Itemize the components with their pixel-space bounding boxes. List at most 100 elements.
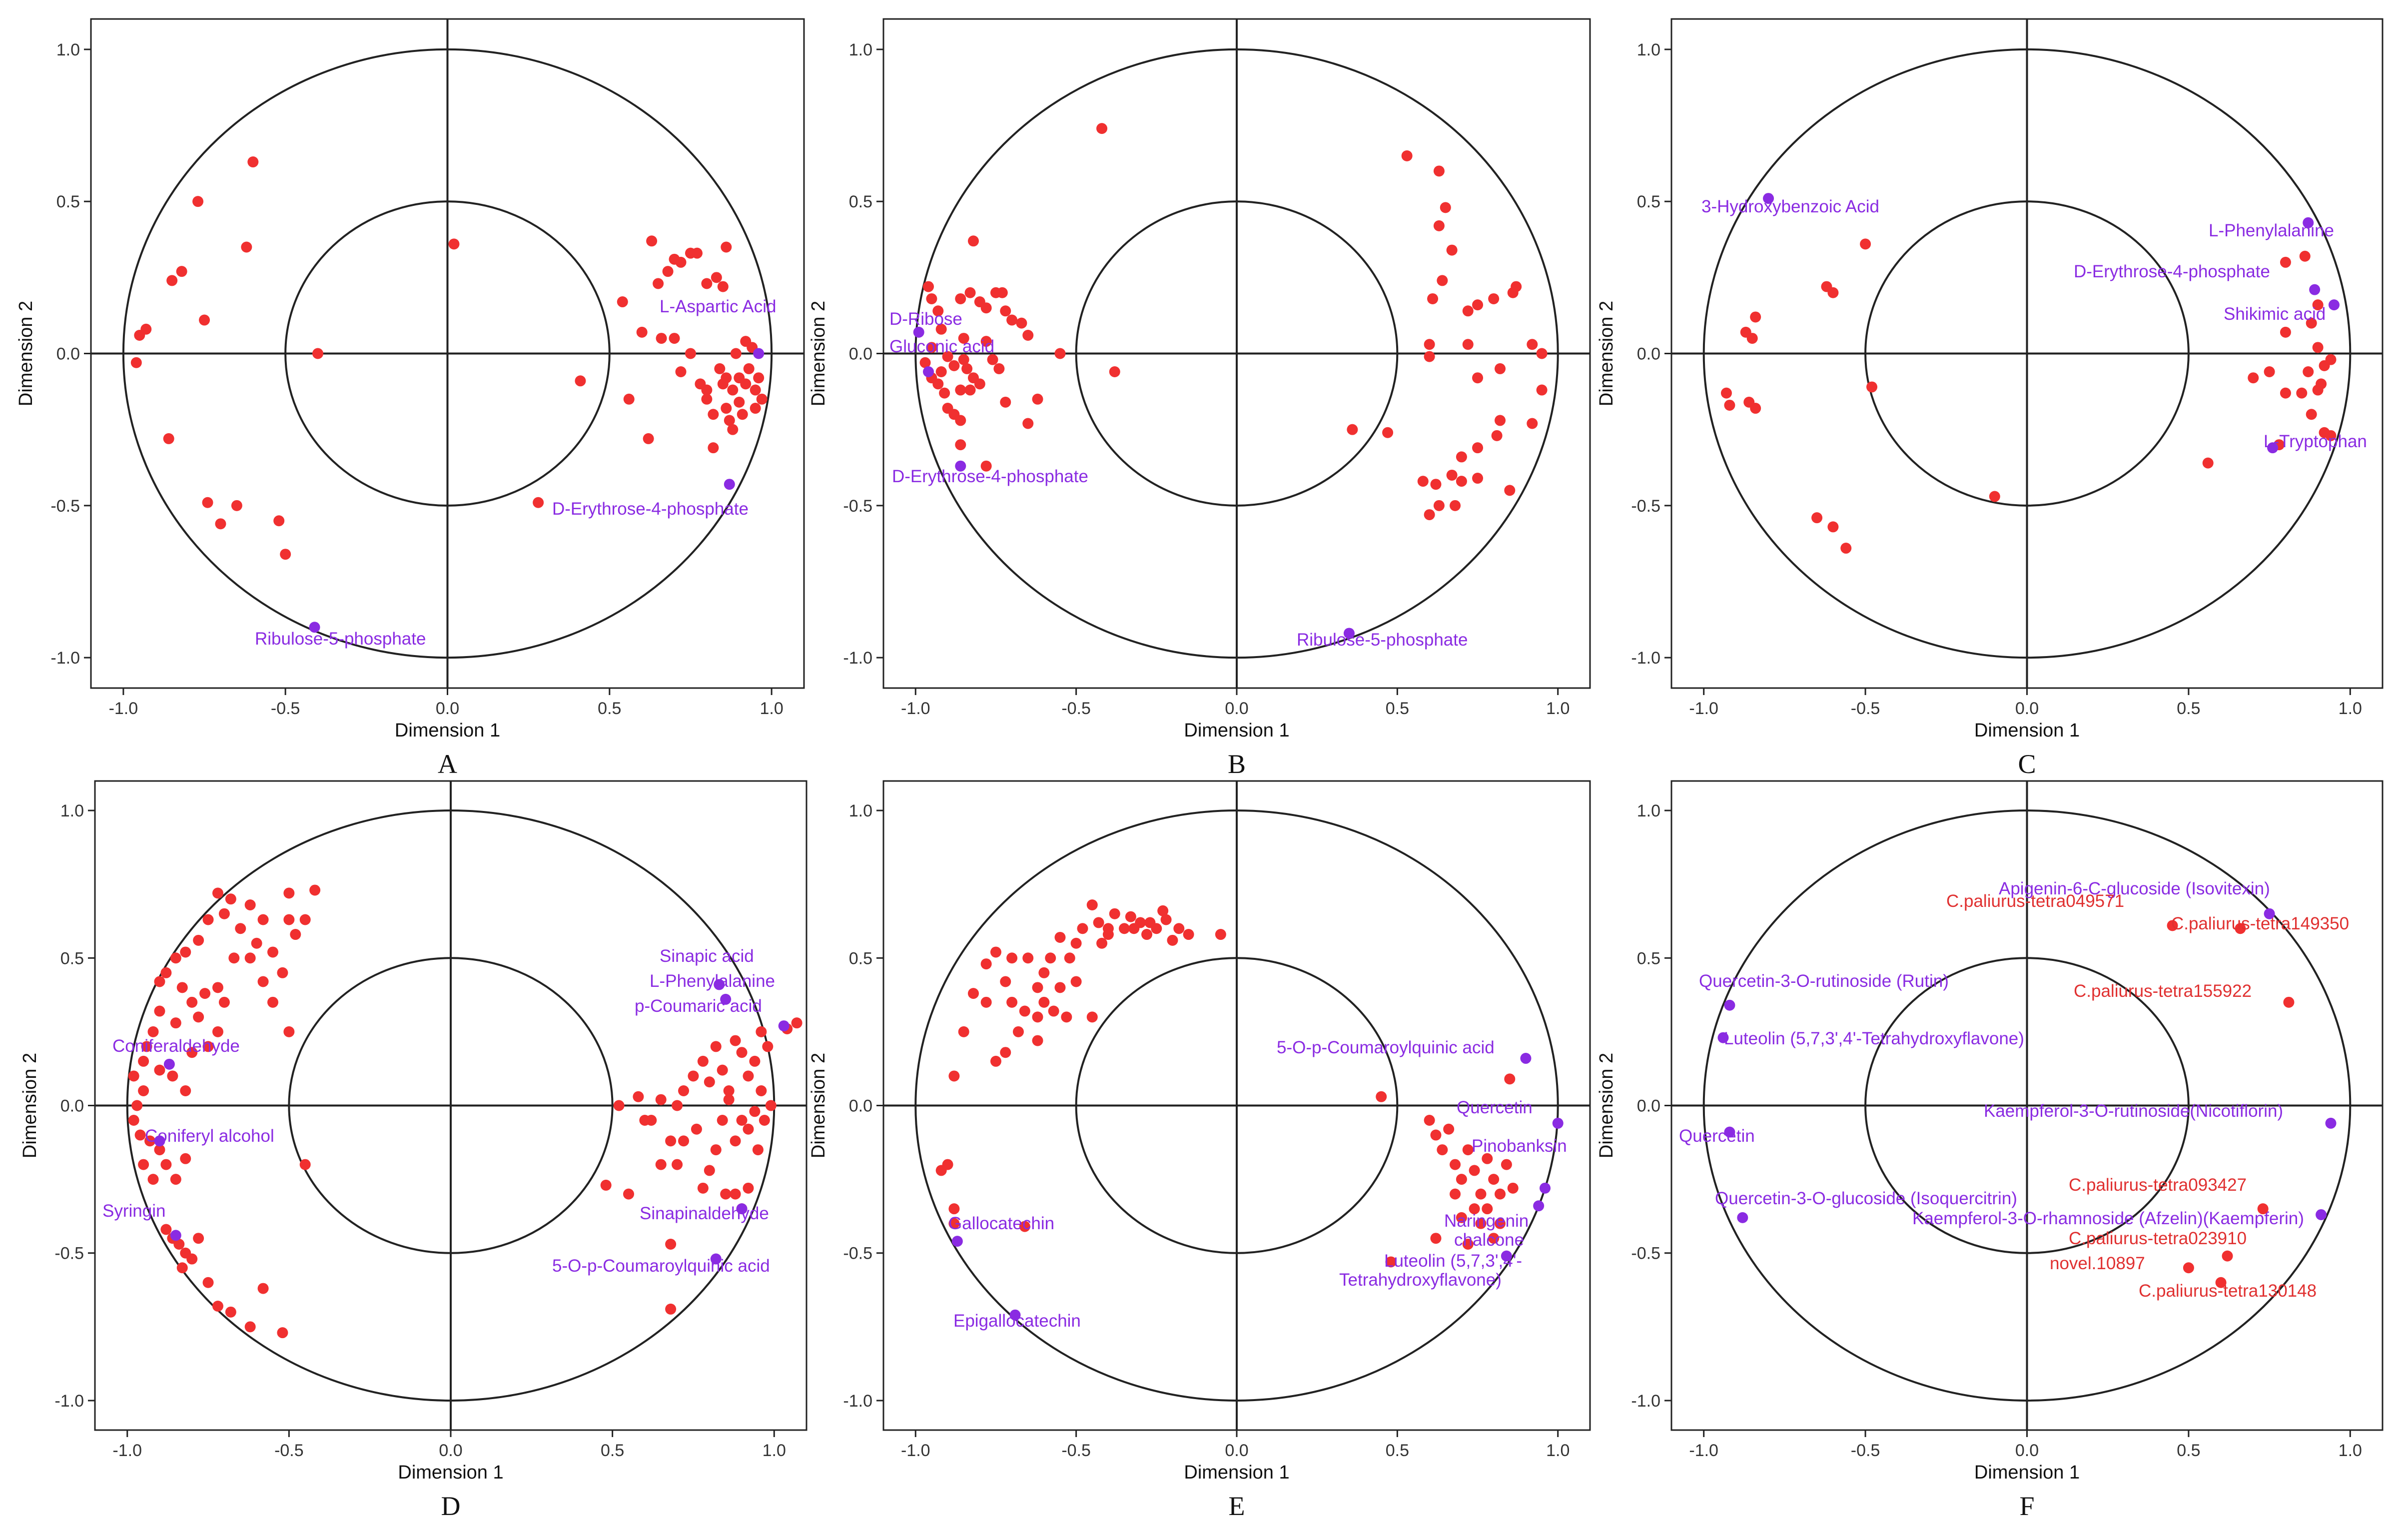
data-point xyxy=(958,354,969,365)
data-point xyxy=(939,387,950,399)
y-tick-label: 0.5 xyxy=(849,192,872,211)
data-point xyxy=(1173,923,1185,934)
data-point xyxy=(961,363,973,374)
point-label: 3-Hydroxybenzoic Acid xyxy=(1701,197,1879,216)
point-label: L-Phenylalanine xyxy=(650,971,775,991)
data-point xyxy=(2280,256,2291,268)
highlighted-point xyxy=(2328,299,2340,311)
point-label: Gluconic acid xyxy=(889,337,994,356)
point-label: Ribulose-5-phosphate xyxy=(255,629,426,649)
data-point xyxy=(1433,220,1445,231)
data-point xyxy=(1045,952,1056,964)
point-label: Quercetin xyxy=(1457,1098,1533,1117)
data-point xyxy=(144,1135,156,1147)
data-point xyxy=(154,1144,165,1156)
data-point xyxy=(2316,378,2327,390)
y-tick-label: 0.5 xyxy=(1637,192,1660,211)
data-point xyxy=(225,893,236,905)
data-point xyxy=(1527,339,1538,350)
data-point xyxy=(1215,929,1226,940)
x-axis-title: Dimension 1 xyxy=(1184,720,1289,741)
data-point xyxy=(955,293,966,304)
x-tick-label: 0.5 xyxy=(2177,699,2200,718)
data-point xyxy=(704,1076,715,1088)
data-point xyxy=(1109,908,1120,919)
highlighted-point xyxy=(154,1135,165,1147)
data-point xyxy=(964,287,976,298)
data-point xyxy=(1032,982,1043,993)
highlighted-point xyxy=(2303,217,2314,228)
data-point xyxy=(212,1026,223,1037)
y-tick-label: 0.0 xyxy=(849,345,872,364)
data-point xyxy=(1495,1218,1506,1229)
data-point xyxy=(167,1070,178,1082)
point-label: Luteolin (5,7,3',4'-Tetrahydroxyflavone) xyxy=(1339,1251,1522,1290)
y-tick-label: 0.5 xyxy=(1637,949,1660,968)
data-point xyxy=(1433,165,1445,177)
highlighted-point xyxy=(170,1230,181,1241)
y-tick-label: 0.5 xyxy=(60,949,84,968)
data-point xyxy=(199,314,210,326)
data-point xyxy=(1376,1091,1387,1102)
y-tick-label: -0.5 xyxy=(1631,497,1660,516)
data-point xyxy=(672,1100,683,1111)
data-point xyxy=(283,1026,295,1037)
data-point xyxy=(193,1011,204,1023)
data-point xyxy=(186,1253,198,1265)
data-point xyxy=(1032,1035,1043,1046)
highlighted-point xyxy=(1520,1053,1532,1064)
data-point xyxy=(646,235,658,247)
x-tick-label: 1.0 xyxy=(763,1441,786,1460)
point-label: Quercetin xyxy=(1679,1126,1755,1146)
y-tick-label: -1.0 xyxy=(1631,649,1660,668)
data-point xyxy=(643,433,654,444)
highlighted-point xyxy=(2316,1209,2327,1220)
data-point xyxy=(1032,1011,1043,1023)
data-point xyxy=(734,396,745,408)
y-tick-label: -0.5 xyxy=(843,1244,872,1263)
data-point xyxy=(1456,476,1467,487)
highlighted-point xyxy=(951,1236,963,1247)
data-point xyxy=(138,1055,149,1067)
x-axis-title: Dimension 1 xyxy=(398,1462,503,1483)
data-point xyxy=(1462,339,1474,350)
data-point xyxy=(1070,976,1082,987)
data-point xyxy=(955,439,966,451)
data-point xyxy=(2248,372,2259,384)
data-point xyxy=(655,1159,667,1170)
data-point xyxy=(147,1026,159,1037)
data-point xyxy=(1840,543,1852,554)
data-point xyxy=(1022,952,1034,964)
y-tick-label: -1.0 xyxy=(50,649,80,668)
data-point xyxy=(752,1144,764,1156)
data-point xyxy=(736,1047,748,1058)
data-point xyxy=(1016,317,1027,329)
data-point xyxy=(154,1005,165,1017)
data-point xyxy=(1006,314,1018,326)
data-point xyxy=(919,357,931,368)
data-point xyxy=(257,1283,269,1294)
data-point xyxy=(1183,929,1194,940)
point-label: Shikimic acid xyxy=(2224,304,2326,324)
y-tick-label: -0.5 xyxy=(54,1244,84,1263)
red-labeled-point xyxy=(2235,923,2246,934)
point-label: Pinobanksin xyxy=(1472,1136,1567,1156)
x-tick-label: -1.0 xyxy=(1689,1441,1718,1460)
data-point xyxy=(1022,329,1034,341)
highlighted-point xyxy=(1724,1126,1735,1138)
data-point xyxy=(1536,384,1548,396)
data-point xyxy=(655,1094,667,1105)
data-point xyxy=(1827,521,1839,533)
data-point xyxy=(1443,1123,1455,1135)
y-axis-title: Dimension 2 xyxy=(808,301,829,406)
data-point xyxy=(1006,996,1018,1008)
x-axis-title: Dimension 1 xyxy=(1974,720,2080,741)
data-point xyxy=(1440,202,1451,213)
data-point xyxy=(2312,342,2324,353)
data-point xyxy=(131,1100,143,1111)
data-point xyxy=(1462,1239,1474,1250)
data-point xyxy=(1038,967,1050,978)
data-point xyxy=(1347,424,1358,435)
data-point xyxy=(1491,430,1503,441)
data-point xyxy=(980,302,992,314)
